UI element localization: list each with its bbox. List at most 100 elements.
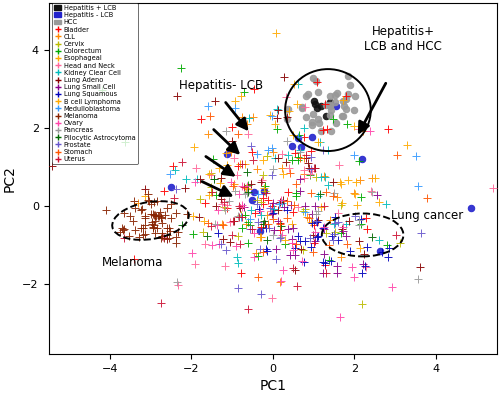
Point bbox=[238, 213, 246, 220]
Point bbox=[218, 220, 226, 227]
Point bbox=[298, 246, 306, 252]
Point bbox=[134, 200, 142, 206]
Point bbox=[277, 223, 285, 229]
Point bbox=[257, 199, 265, 205]
Point bbox=[314, 79, 322, 85]
Point bbox=[234, 259, 241, 266]
Point bbox=[232, 243, 240, 249]
Point bbox=[249, 114, 257, 120]
Point bbox=[174, 282, 182, 288]
Point bbox=[344, 177, 352, 183]
Point bbox=[242, 161, 250, 167]
Point bbox=[172, 234, 180, 240]
Point bbox=[217, 196, 225, 202]
Point bbox=[217, 175, 225, 181]
Point bbox=[294, 204, 302, 211]
Point bbox=[333, 194, 341, 201]
Point bbox=[238, 160, 246, 167]
Point bbox=[137, 207, 145, 213]
Point bbox=[338, 200, 345, 206]
Point bbox=[342, 105, 349, 112]
Point bbox=[352, 179, 360, 185]
Point bbox=[340, 103, 348, 110]
Point bbox=[268, 295, 276, 301]
Point bbox=[358, 156, 366, 162]
Point bbox=[307, 219, 315, 225]
Point bbox=[158, 219, 166, 226]
Point bbox=[278, 200, 286, 206]
Point bbox=[309, 111, 317, 117]
Point bbox=[142, 231, 150, 237]
Point bbox=[334, 219, 342, 225]
Point bbox=[151, 218, 159, 225]
Point bbox=[362, 263, 370, 270]
Point bbox=[261, 188, 269, 194]
Point bbox=[204, 131, 212, 138]
Point bbox=[344, 91, 352, 97]
Point bbox=[300, 167, 308, 173]
Point bbox=[322, 112, 330, 119]
Point bbox=[424, 194, 432, 201]
Point bbox=[317, 128, 325, 135]
Point bbox=[336, 179, 344, 185]
Point bbox=[244, 130, 252, 137]
Point bbox=[260, 185, 268, 191]
Point bbox=[192, 165, 200, 171]
Point bbox=[289, 225, 297, 232]
Point bbox=[330, 221, 338, 227]
Point bbox=[244, 307, 252, 313]
Point bbox=[219, 222, 227, 228]
Point bbox=[172, 240, 179, 246]
Point bbox=[329, 116, 337, 122]
Point bbox=[235, 191, 243, 197]
Point bbox=[268, 200, 276, 207]
Point bbox=[350, 190, 358, 196]
Point bbox=[257, 291, 265, 297]
Point bbox=[342, 241, 350, 247]
Point bbox=[320, 251, 328, 258]
Point bbox=[209, 156, 217, 162]
Point bbox=[360, 251, 368, 257]
Point bbox=[244, 182, 252, 188]
Point bbox=[278, 197, 285, 203]
Point bbox=[350, 274, 358, 280]
Point bbox=[238, 183, 246, 189]
Point bbox=[314, 89, 322, 95]
Point bbox=[273, 126, 281, 132]
Point bbox=[163, 204, 171, 211]
Point bbox=[330, 91, 338, 98]
Point bbox=[320, 225, 328, 232]
Point bbox=[244, 121, 252, 127]
Point bbox=[336, 181, 344, 187]
Point bbox=[284, 188, 292, 195]
Point bbox=[322, 189, 330, 195]
Point bbox=[172, 210, 180, 216]
Point bbox=[226, 239, 234, 246]
Point bbox=[312, 174, 320, 180]
Point bbox=[268, 171, 276, 178]
Point bbox=[160, 188, 168, 194]
Point bbox=[163, 236, 171, 242]
Point bbox=[378, 249, 386, 255]
Point bbox=[230, 155, 237, 162]
Point bbox=[416, 264, 424, 270]
Point bbox=[307, 148, 315, 154]
Point bbox=[259, 157, 267, 163]
Point bbox=[245, 115, 253, 122]
Point bbox=[262, 246, 270, 252]
Point bbox=[336, 314, 344, 320]
Point bbox=[211, 221, 219, 228]
Point bbox=[151, 212, 159, 218]
Point bbox=[278, 151, 286, 157]
Point bbox=[342, 221, 350, 227]
Point bbox=[120, 210, 128, 216]
Point bbox=[220, 204, 228, 210]
Point bbox=[392, 152, 400, 158]
Point bbox=[337, 253, 345, 260]
Point bbox=[208, 242, 216, 249]
Point bbox=[384, 253, 392, 260]
Point bbox=[207, 184, 215, 190]
Point bbox=[300, 103, 308, 110]
Point bbox=[302, 155, 310, 162]
Point bbox=[305, 165, 313, 171]
